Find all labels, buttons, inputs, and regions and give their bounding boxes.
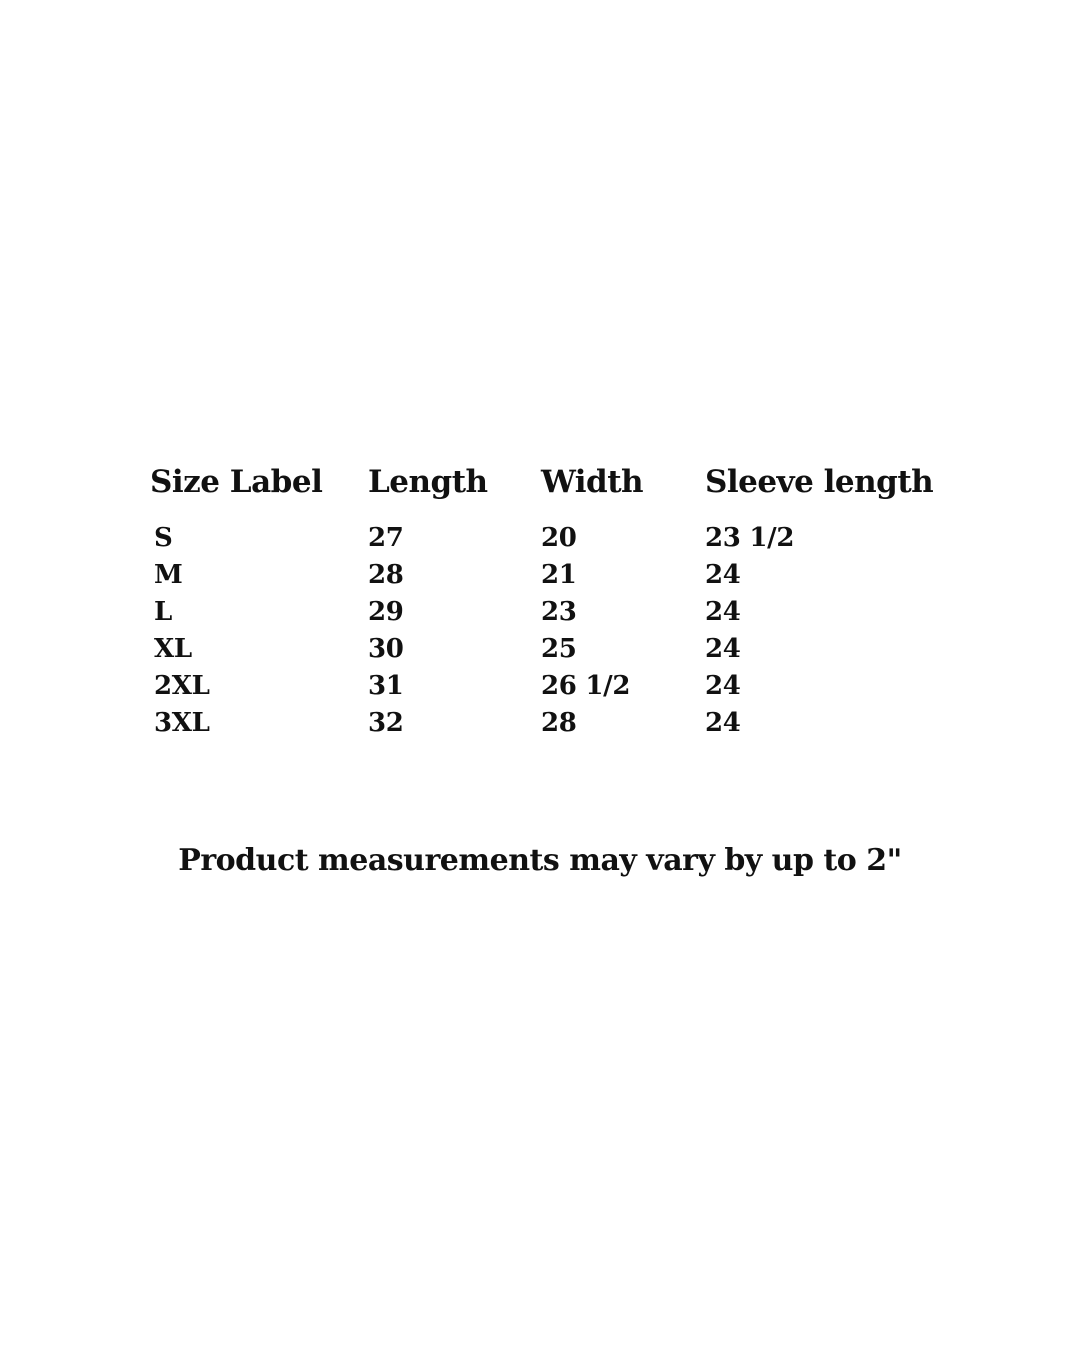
table-cell-size: M	[154, 560, 183, 590]
table-cell-size: L	[154, 597, 172, 627]
table-cell-length: 27	[368, 523, 404, 553]
table-cell-size: XL	[154, 634, 192, 664]
table-cell-sleeve: 24	[705, 671, 741, 701]
table-cell-width: 28	[541, 708, 577, 738]
table-cell-sleeve: 24	[705, 597, 741, 627]
table-cell-width: 25	[541, 634, 577, 664]
header-size-label: Size Label	[150, 464, 323, 500]
table-cell-width: 21	[541, 560, 577, 590]
measurement-disclaimer-text: Product measurements may vary by up to 2…	[178, 843, 902, 878]
table-cell-size: S	[154, 523, 173, 553]
table-cell-sleeve: 24	[705, 560, 741, 590]
header-length: Length	[368, 464, 488, 500]
table-cell-size: 2XL	[154, 671, 210, 701]
table-cell-length: 30	[368, 634, 404, 664]
table-cell-width: 26 1/2	[541, 671, 631, 701]
header-width: Width	[541, 464, 644, 500]
table-cell-sleeve: 24	[705, 634, 741, 664]
table-cell-length: 32	[368, 708, 404, 738]
table-cell-sleeve: 23 1/2	[705, 523, 795, 553]
size-chart-table: Size Label Length Width Sleeve length S …	[150, 462, 955, 742]
table-cell-size: 3XL	[154, 708, 210, 738]
table-cell-width: 23	[541, 597, 577, 627]
header-sleeve-length: Sleeve length	[705, 464, 934, 500]
table-cell-length: 29	[368, 597, 404, 627]
table-cell-width: 20	[541, 523, 577, 553]
table-cell-sleeve: 24	[705, 708, 741, 738]
table-cell-length: 31	[368, 671, 404, 701]
table-cell-length: 28	[368, 560, 404, 590]
